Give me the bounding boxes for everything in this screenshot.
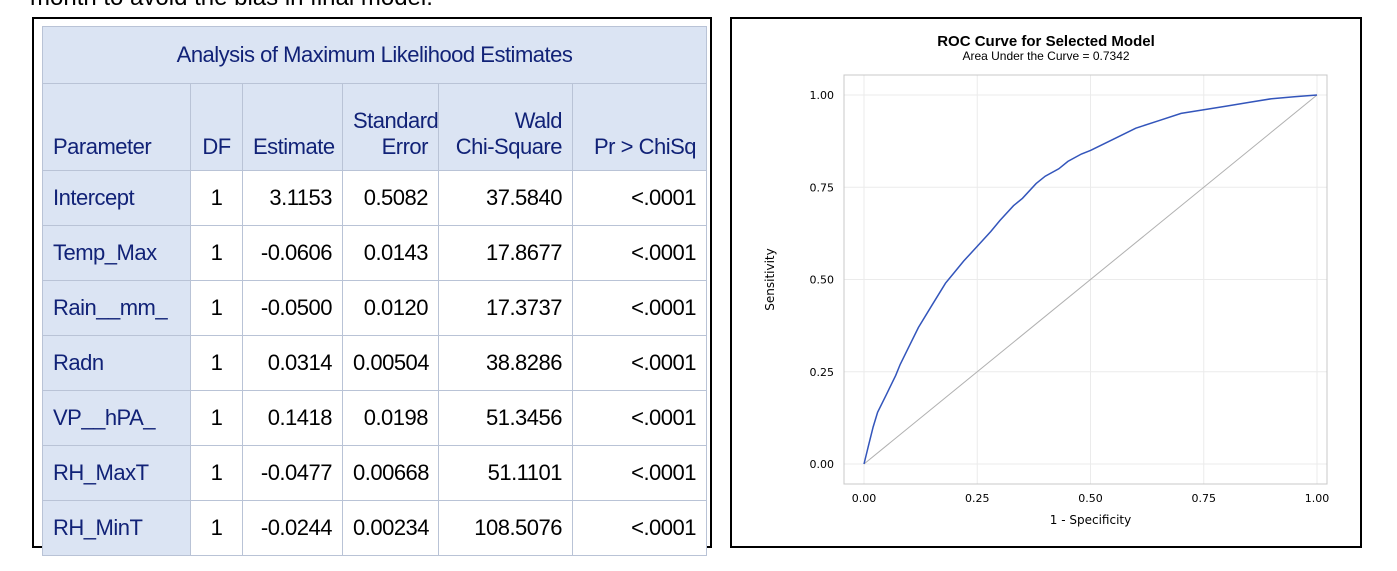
chart-title: ROC Curve for Selected Model bbox=[937, 33, 1155, 50]
estimate-cell: 0.1418 bbox=[242, 390, 343, 446]
tick-labels: 0.00 0.00 0.25 0.25 0.50 0.50 0.75 0.75 1.00 1.00 bbox=[810, 89, 1330, 505]
x-axis-label: 1 - Specificity bbox=[1050, 513, 1131, 527]
p-cell: <.0001 bbox=[572, 335, 707, 391]
p-cell: <.0001 bbox=[572, 445, 707, 501]
wald-cell: 37.5840 bbox=[438, 170, 573, 226]
estimate-cell: -0.0606 bbox=[242, 225, 343, 281]
param-name: RH_MinT bbox=[42, 500, 191, 556]
p-cell: <.0001 bbox=[572, 390, 707, 446]
x-tick-label: 0.25 bbox=[965, 492, 990, 505]
estimate-cell: -0.0477 bbox=[242, 445, 343, 501]
df-cell: 1 bbox=[190, 500, 243, 556]
df-cell: 1 bbox=[190, 225, 243, 281]
header-standard-error: Standard Error bbox=[342, 83, 439, 171]
estimate-cell: 0.0314 bbox=[242, 335, 343, 391]
df-cell: 1 bbox=[190, 335, 243, 391]
plot-frame bbox=[843, 74, 1328, 485]
table-row: Radn 1 0.0314 0.00504 38.8286 <.0001 bbox=[42, 335, 707, 391]
header-standard-error-line1: Standard bbox=[353, 108, 439, 133]
param-name: Intercept bbox=[42, 170, 191, 226]
header-p-value: Pr > ChiSq bbox=[572, 83, 707, 171]
header-wald-chisq: Wald Chi-Square bbox=[438, 83, 573, 171]
header-wald-line1: Wald bbox=[514, 108, 563, 133]
param-name: RH_MaxT bbox=[42, 445, 191, 501]
x-tick-label: 0.50 bbox=[1078, 492, 1103, 505]
table-row: VP__hPA_ 1 0.1418 0.0198 51.3456 <.0001 bbox=[42, 390, 707, 446]
wald-cell: 38.8286 bbox=[438, 335, 573, 391]
table-row: RH_MaxT 1 -0.0477 0.00668 51.1101 <.0001 bbox=[42, 445, 707, 501]
p-cell: <.0001 bbox=[572, 280, 707, 336]
estimate-cell: 3.1153 bbox=[242, 170, 343, 226]
table-row: Temp_Max 1 -0.0606 0.0143 17.8677 <.0001 bbox=[42, 225, 707, 281]
mle-table: Analysis of Maximum Likelihood Estimates… bbox=[42, 26, 707, 556]
stderr-cell: 0.00504 bbox=[342, 335, 439, 391]
header-df: DF bbox=[190, 83, 243, 171]
y-tick-label: 0.75 bbox=[810, 181, 835, 194]
param-name: Temp_Max bbox=[42, 225, 191, 281]
x-tick-label: 0.75 bbox=[1192, 492, 1217, 505]
stderr-cell: 0.0143 bbox=[342, 225, 439, 281]
df-cell: 1 bbox=[190, 390, 243, 446]
y-tick-label: 0.50 bbox=[810, 274, 835, 287]
chart-subtitle: Area Under the Curve = 0.7342 bbox=[962, 49, 1129, 63]
header-estimate: Estimate bbox=[242, 83, 343, 171]
table-row: RH_MinT 1 -0.0244 0.00234 108.5076 <.000… bbox=[42, 500, 707, 556]
df-cell: 1 bbox=[190, 445, 243, 501]
stderr-cell: 0.0198 bbox=[342, 390, 439, 446]
table-title: Analysis of Maximum Likelihood Estimates bbox=[42, 26, 707, 84]
stderr-cell: 0.5082 bbox=[342, 170, 439, 226]
header-wald-line2: Chi-Square bbox=[455, 134, 563, 159]
x-tick-label: 1.00 bbox=[1305, 492, 1330, 505]
roc-chart-panel: ROC Curve for Selected Model Area Under … bbox=[730, 17, 1362, 548]
roc-curve-line bbox=[863, 94, 1318, 465]
roc-chart: ROC Curve for Selected Model Area Under … bbox=[763, 33, 1330, 527]
x-tick-label: 0.00 bbox=[852, 492, 877, 505]
wald-cell: 51.1101 bbox=[438, 445, 573, 501]
series-layer bbox=[863, 94, 1318, 465]
param-name: Rain__mm_ bbox=[42, 280, 191, 336]
mle-table-panel: Analysis of Maximum Likelihood Estimates… bbox=[32, 17, 712, 556]
df-cell: 1 bbox=[190, 280, 243, 336]
param-name: Radn bbox=[42, 335, 191, 391]
y-tick-label: 1.00 bbox=[810, 89, 835, 102]
y-axis-label: Sensitivity bbox=[763, 248, 777, 310]
grid-lines bbox=[844, 75, 1327, 484]
header-standard-error-line2: Error bbox=[381, 134, 429, 159]
wald-cell: 17.3737 bbox=[438, 280, 573, 336]
estimate-cell: -0.0244 bbox=[242, 500, 343, 556]
stderr-cell: 0.00234 bbox=[342, 500, 439, 556]
p-cell: <.0001 bbox=[572, 225, 707, 281]
estimate-cell: -0.0500 bbox=[242, 280, 343, 336]
reference-diagonal-line bbox=[863, 94, 1318, 465]
y-tick-label: 0.25 bbox=[810, 366, 835, 379]
stderr-cell: 0.00668 bbox=[342, 445, 439, 501]
param-name: VP__hPA_ bbox=[42, 390, 191, 446]
df-cell: 1 bbox=[190, 170, 243, 226]
y-tick-label: 0.00 bbox=[810, 458, 835, 471]
header-parameter: Parameter bbox=[42, 83, 191, 171]
p-cell: <.0001 bbox=[572, 170, 707, 226]
caption-fragment: month to avoid the bias in final model. bbox=[30, 0, 433, 12]
p-cell: <.0001 bbox=[572, 500, 707, 556]
wald-cell: 17.8677 bbox=[438, 225, 573, 281]
wald-cell: 51.3456 bbox=[438, 390, 573, 446]
stderr-cell: 0.0120 bbox=[342, 280, 439, 336]
wald-cell: 108.5076 bbox=[438, 500, 573, 556]
table-row: Intercept 1 3.1153 0.5082 37.5840 <.0001 bbox=[42, 170, 707, 226]
table-row: Rain__mm_ 1 -0.0500 0.0120 17.3737 <.000… bbox=[42, 280, 707, 336]
